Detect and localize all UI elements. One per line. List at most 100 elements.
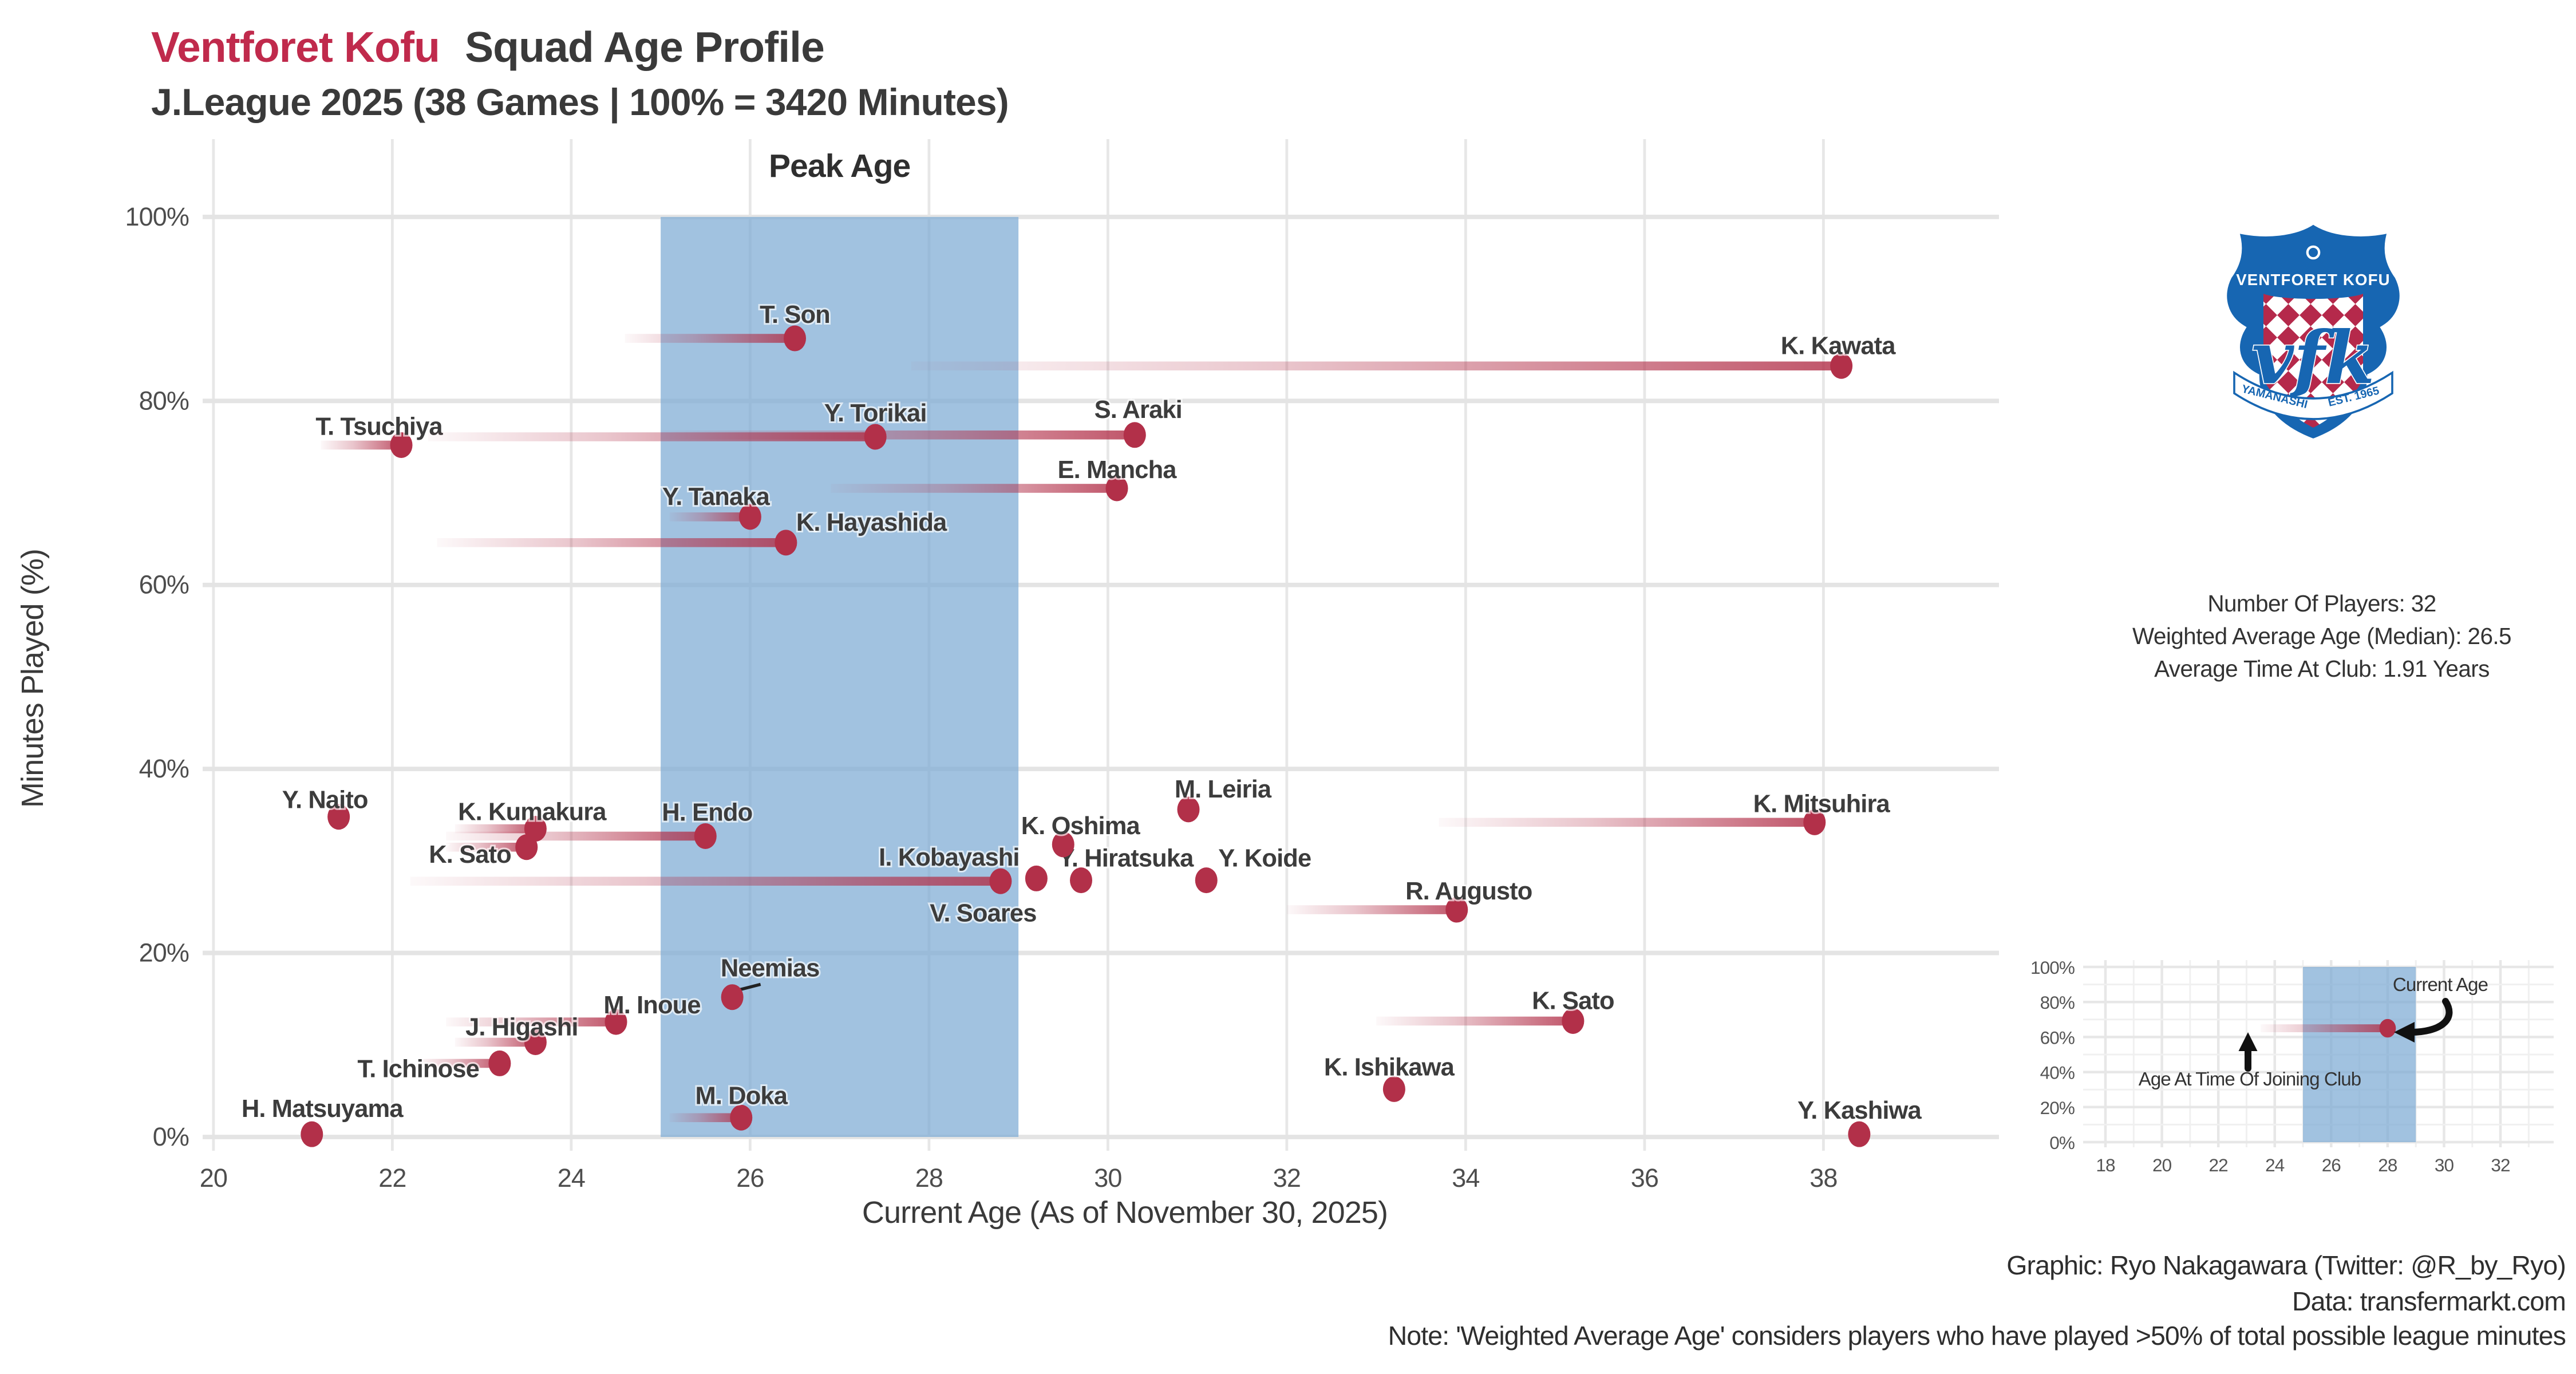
- page-title: Ventforet Kofu Squad Age Profile: [151, 24, 825, 74]
- player-tenure-line: [410, 876, 1001, 886]
- chart-text: 80%: [139, 386, 189, 415]
- chart-text: 40%: [139, 754, 189, 783]
- player-point: [605, 1009, 627, 1035]
- player-point: [1025, 865, 1048, 891]
- player-point: [775, 530, 797, 556]
- age-joined-arrowhead: [2238, 1032, 2258, 1051]
- chart-text: 0%: [2049, 1132, 2075, 1153]
- chart-text: K. Kumakura: [458, 799, 607, 826]
- player-point: [488, 1050, 511, 1076]
- player-point: [738, 504, 761, 530]
- player-point: [515, 834, 538, 860]
- player-tenure-line: [1286, 905, 1457, 914]
- player-tenure-line: [669, 1113, 741, 1123]
- player-tenure-line: [1439, 818, 1815, 827]
- player-point: [1445, 897, 1468, 923]
- club-name-title: Ventforet Kofu: [151, 24, 440, 72]
- chart-text: 20: [2152, 1155, 2172, 1175]
- player-tenure-line: [831, 484, 1117, 493]
- chart-text: K. Sato: [1532, 988, 1614, 1015]
- chart-text: I. Kobayashi: [879, 844, 1019, 871]
- footer-data-source: Data: transfermarkt.com: [2291, 1287, 2566, 1317]
- player-tenure-line: [321, 440, 402, 450]
- chart-text: 40%: [2040, 1063, 2075, 1083]
- chart-text: Y. Naito: [282, 787, 368, 814]
- player-point: [327, 804, 350, 830]
- chart-text: Current Age: [2393, 974, 2488, 995]
- chart-text: T. Tsuchiya: [315, 413, 443, 440]
- player-point: [1052, 831, 1074, 858]
- crest-initials: vfk: [2252, 315, 2375, 400]
- player-label-leader-line: [737, 982, 761, 992]
- chart-text: Age At Time Of Joining Club: [2139, 1068, 2361, 1089]
- chart-text: Y. Hiratsuka: [1058, 845, 1195, 872]
- chart-text: 32: [1273, 1163, 1301, 1193]
- player-point: [390, 432, 413, 458]
- chart-text: 26: [2322, 1155, 2341, 1175]
- player-tenure-line: [446, 831, 706, 841]
- chart-text: Neemias: [721, 955, 820, 982]
- chart-text: 38: [1809, 1163, 1837, 1193]
- chart-text: K. Oshima: [1021, 812, 1141, 840]
- chart-text: 100%: [125, 202, 189, 231]
- chart-text: K. Kawata: [1781, 332, 1897, 360]
- player-tenure-line: [446, 1017, 617, 1026]
- footer-note: Note: 'Weighted Average Age' considers p…: [1388, 1322, 2566, 1352]
- chart-text: 24: [558, 1163, 585, 1193]
- player-point: [301, 1121, 323, 1147]
- chart-text: Minutes Played (%): [15, 549, 50, 808]
- chart-text: 100%: [2030, 957, 2075, 978]
- player-tenure-line: [455, 824, 536, 834]
- chart-text: 30: [2435, 1155, 2454, 1175]
- chart-text: R. Augusto: [1405, 878, 1532, 905]
- player-point: [694, 823, 717, 849]
- chart-text: 28: [2378, 1155, 2397, 1175]
- chart-text: H. Endo: [662, 799, 752, 826]
- legend-example-point: [2379, 1018, 2396, 1038]
- chart-text: 20: [200, 1163, 227, 1193]
- player-point: [1830, 353, 1853, 379]
- chart-text: E. Mancha: [1057, 456, 1177, 484]
- chart-text: K. Mitsuhira: [1753, 790, 1891, 818]
- chart-text: K. Ishikawa: [1324, 1053, 1455, 1081]
- crest-ribbon: [2233, 370, 2393, 420]
- player-point: [1123, 422, 1146, 448]
- stat-weighted-avg-age: Weighted Average Age (Median): 26.5: [2132, 623, 2512, 649]
- player-tenure-line: [911, 361, 1842, 371]
- crest-flower-icon: [2306, 245, 2321, 260]
- footer-graphic-credit: Graphic: Ryo Nakagawara (Twitter: @R_by_…: [2006, 1252, 2566, 1281]
- chart-subtitle: J.League 2025 (38 Games | 100% = 3420 Mi…: [151, 81, 1009, 124]
- chart-text: Y. Tanaka: [662, 483, 771, 511]
- stat-avg-time-at-club: Average Time At Club: 1.91 Years: [2154, 656, 2490, 682]
- chart-text: M. Leiria: [1175, 776, 1272, 803]
- chart-text: 18: [2096, 1155, 2115, 1175]
- chart-text: 34: [1452, 1163, 1479, 1193]
- chart-text: 22: [378, 1163, 406, 1193]
- chart-text: H. Matsuyama: [242, 1095, 404, 1123]
- player-point: [784, 325, 807, 352]
- legend-example-tenure-line: [2261, 1024, 2388, 1032]
- chart-text: T. Ichinose: [357, 1055, 479, 1083]
- player-tenure-line: [455, 1037, 536, 1047]
- player-tenure-line: [625, 334, 795, 343]
- player-point: [1177, 796, 1200, 823]
- chart-text: 0%: [153, 1122, 189, 1151]
- chart-text: 22: [2209, 1155, 2228, 1175]
- chart-text: 24: [2265, 1155, 2285, 1175]
- chart-text: Y. Kashiwa: [1797, 1097, 1922, 1124]
- player-point: [1382, 1076, 1405, 1102]
- player-point: [989, 868, 1012, 894]
- crest-club-text: VENTFORET KOFU: [2236, 271, 2391, 289]
- chart-text: Current Age (As of November 30, 2025): [862, 1195, 1388, 1230]
- chart-text: Peak Age: [769, 148, 910, 184]
- player-tenure-line: [437, 538, 786, 547]
- chart-text: Y. Torikai: [824, 400, 927, 427]
- player-point: [1562, 1008, 1585, 1035]
- peak-age-band: [661, 216, 1019, 1137]
- chart-text: M. Doka: [696, 1082, 788, 1110]
- chart-text: 32: [2491, 1155, 2510, 1175]
- chart-text: Y. Koide: [1218, 845, 1311, 872]
- player-tenure-line: [661, 430, 1135, 440]
- chart-text: 80%: [2040, 992, 2075, 1013]
